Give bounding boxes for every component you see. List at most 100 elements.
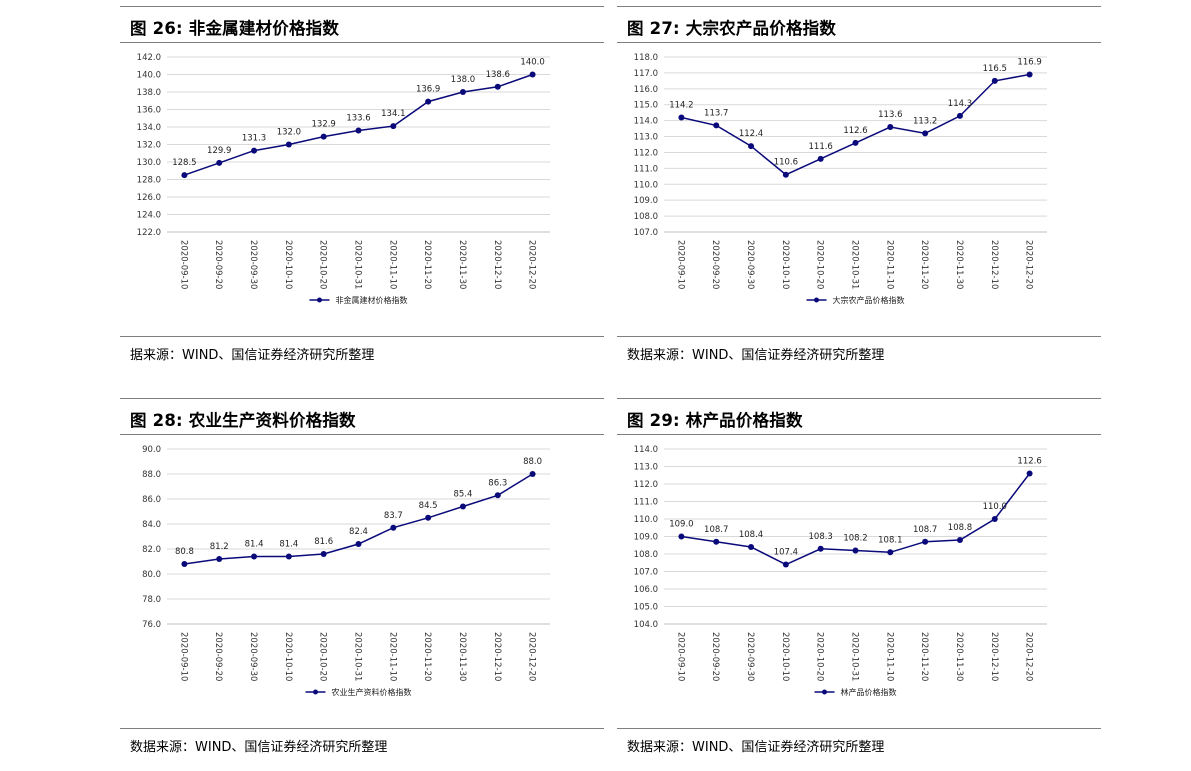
x-tick-label: 2020-11-20	[422, 240, 432, 289]
y-tick-label: 110.0	[634, 515, 658, 525]
data-point	[320, 551, 327, 557]
y-tick-label: 118.0	[634, 53, 658, 63]
x-tick-label: 2020-11-10	[884, 632, 894, 681]
y-tick-label: 132.0	[137, 141, 161, 151]
data-label: 110.6	[774, 158, 798, 168]
x-tick-label: 2020-12-20	[1024, 632, 1034, 681]
series-line	[681, 73, 1030, 176]
data-point	[852, 139, 859, 146]
y-tick-label: 124.0	[137, 211, 161, 221]
chart-panel-forest-products: 图 29: 林产品价格指数 104.0 105.0 106.0 107.0 108.0 1…	[617, 398, 1101, 760]
legend-marker	[313, 689, 318, 695]
y-tick-label: 138.0	[137, 88, 161, 98]
data-label: 116.5	[983, 64, 1007, 74]
data-point	[782, 171, 789, 178]
legend-label: 林产品价格指数	[841, 687, 897, 697]
data-label: 82.4	[349, 527, 368, 537]
line-chart: 104.0 105.0 106.0 107.0 108.0 109.0 110.0 111.0…	[634, 445, 1047, 697]
data-label: 107.4	[774, 548, 798, 558]
x-tick-label: 2020-11-30	[954, 632, 964, 681]
x-tick-label: 2020-10-31	[850, 632, 860, 681]
x-tick-label: 2020-09-20	[710, 240, 720, 289]
data-point	[887, 124, 894, 130]
data-label: 112.6	[1017, 457, 1041, 467]
x-tick-label: 2020-11-10	[884, 240, 894, 289]
data-point	[529, 471, 536, 477]
top-rule	[617, 398, 1101, 399]
chart-title: 图 29: 林产品价格指数	[627, 411, 803, 430]
data-point	[216, 159, 223, 166]
y-tick-label: 126.0	[137, 193, 161, 203]
x-tick-label: 2020-09-10	[675, 632, 685, 681]
chart-panel-bulk-agricultural-products: 图 27: 大宗农产品价格指数 107.0 108.0 109.0 110.0 111.…	[617, 6, 1101, 368]
y-tick-label: 104.0	[634, 620, 658, 630]
x-tick-label: 2020-10-20	[318, 632, 328, 681]
line-chart: 107.0 108.0 109.0 110.0 111.0 112.0 113.0 114.0…	[634, 53, 1047, 305]
y-tick-label: 117.0	[634, 69, 658, 79]
data-label: 81.2	[210, 542, 229, 552]
data-point	[817, 545, 824, 552]
y-tick-label: 84.0	[142, 520, 161, 530]
data-point	[459, 89, 466, 95]
data-point	[887, 549, 894, 556]
top-rule	[617, 6, 1101, 7]
y-tick-label: 76.0	[142, 620, 161, 630]
data-label: 108.3	[809, 532, 833, 542]
x-tick-label: 2020-09-20	[213, 632, 223, 681]
data-point	[355, 541, 362, 547]
data-point	[922, 130, 929, 137]
data-label: 108.8	[948, 523, 972, 533]
data-point	[991, 77, 998, 84]
chart-title: 图 28: 农业生产资料价格指数	[130, 411, 356, 430]
bottom-rule	[617, 336, 1101, 337]
data-label: 108.4	[739, 530, 763, 540]
x-tick-label: 2020-11-20	[919, 632, 929, 681]
x-tick-label: 2020-09-10	[178, 240, 188, 289]
data-label: 81.4	[245, 540, 264, 550]
legend-marker	[822, 689, 827, 695]
data-point	[251, 147, 258, 154]
data-label: 109.0	[669, 520, 693, 530]
data-point	[459, 503, 466, 510]
data-label: 132.0	[277, 128, 301, 138]
data-point	[991, 516, 998, 522]
data-label: 84.5	[419, 501, 438, 511]
data-label: 81.6	[314, 537, 333, 547]
data-point	[713, 538, 720, 545]
legend-label: 大宗农产品价格指数	[833, 295, 905, 305]
data-point	[678, 114, 685, 121]
y-tick-label: 78.0	[142, 595, 161, 605]
data-label: 129.9	[207, 146, 231, 156]
data-label: 140.0	[520, 58, 544, 68]
legend-label: 非金属建材价格指数	[336, 295, 408, 305]
data-label: 128.5	[172, 158, 196, 168]
x-tick-label: 2020-11-10	[387, 632, 397, 681]
data-label: 134.1	[381, 109, 405, 119]
data-point	[956, 537, 963, 543]
bottom-rule	[120, 728, 604, 729]
x-tick-label: 2020-09-10	[675, 240, 685, 289]
data-label: 110.0	[983, 502, 1007, 512]
legend-marker	[814, 297, 819, 303]
x-tick-label: 2020-10-10	[283, 632, 293, 681]
bottom-rule	[617, 728, 1101, 729]
y-tick-label: 140.0	[137, 71, 161, 81]
x-tick-label: 2020-12-10	[989, 632, 999, 681]
source-note: 数据来源：WIND、国信证券经济研究所整理	[130, 740, 388, 755]
data-label: 138.6	[486, 70, 510, 80]
y-tick-label: 90.0	[142, 445, 161, 455]
x-tick-label: 2020-10-20	[815, 240, 825, 289]
data-label: 113.6	[878, 110, 902, 120]
data-point	[181, 172, 188, 179]
data-label: 113.2	[913, 116, 937, 126]
data-point	[216, 556, 223, 562]
data-point	[782, 561, 789, 568]
chart-title: 图 27: 大宗农产品价格指数	[627, 19, 837, 38]
data-label: 133.6	[346, 114, 370, 124]
x-tick-label: 2020-11-30	[457, 240, 467, 289]
data-label: 108.1	[878, 535, 902, 545]
data-label: 80.8	[175, 547, 194, 557]
data-point	[320, 133, 327, 140]
data-label: 138.0	[451, 75, 475, 85]
line-chart: 76.0 78.0 80.0 82.0 84.0 86.0 88.0 90.0 2020-09-…	[142, 445, 550, 697]
